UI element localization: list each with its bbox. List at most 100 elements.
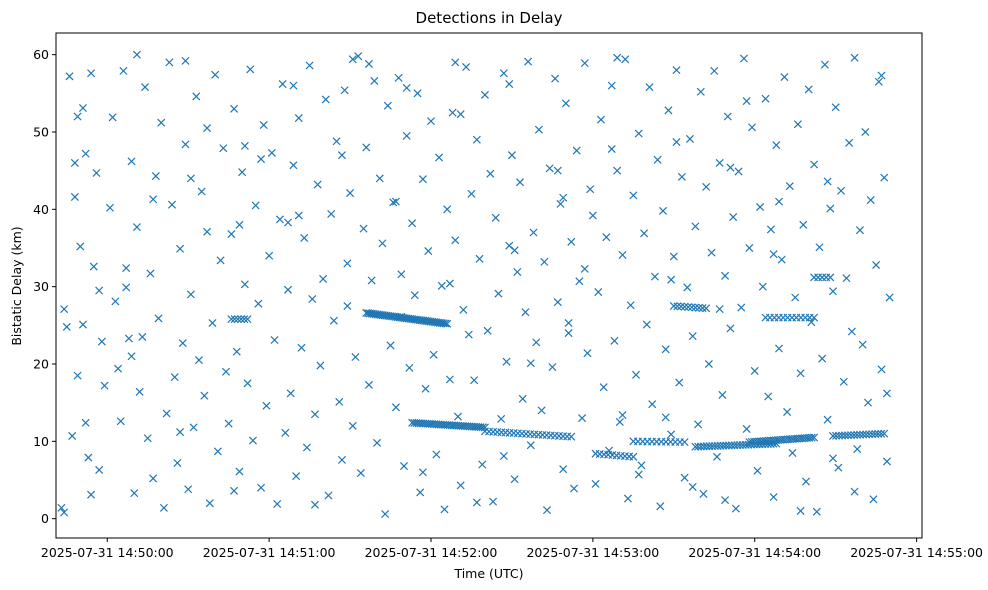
data-point: [534, 125, 543, 134]
data-point: [351, 353, 360, 362]
data-point: [356, 469, 365, 478]
data-point: [259, 121, 268, 130]
x-tick-label: 2025-07-31 14:55:00: [850, 545, 983, 560]
data-point: [769, 492, 778, 502]
data-point: [60, 305, 69, 314]
data-point: [235, 220, 244, 229]
data-point: [475, 254, 484, 263]
data-point: [451, 236, 460, 245]
data-point: [480, 90, 489, 99]
data-point: [607, 81, 616, 90]
data-point: [602, 233, 611, 242]
data-point: [796, 369, 805, 378]
data-point: [826, 204, 835, 213]
data-point: [855, 226, 864, 235]
data-point: [116, 417, 125, 426]
y-tick-label: 30: [33, 279, 49, 294]
data-point: [629, 452, 638, 461]
data-point: [801, 477, 811, 486]
data-point: [108, 113, 117, 122]
data-point: [378, 239, 387, 248]
data-point: [178, 339, 187, 348]
data-point: [586, 185, 595, 194]
data-point: [634, 129, 643, 138]
data-point: [237, 315, 246, 324]
data-point: [739, 54, 748, 63]
data-point: [556, 199, 565, 208]
data-point: [658, 206, 668, 215]
data-point: [810, 273, 819, 282]
data-point: [348, 55, 357, 64]
data-point: [710, 66, 719, 75]
data-point: [443, 319, 452, 328]
data-point: [308, 295, 317, 304]
data-point: [774, 344, 784, 353]
data-point: [418, 468, 427, 477]
data-point: [464, 330, 473, 339]
y-axis-ticks: 0 10 20 30 40 50 60: [33, 47, 56, 526]
data-point: [588, 211, 597, 220]
data-point: [567, 237, 576, 246]
data-point: [856, 430, 865, 439]
data-point: [865, 430, 874, 439]
data-point: [537, 406, 546, 415]
data-point: [159, 503, 168, 512]
data-point: [122, 264, 131, 273]
data-point: [675, 378, 684, 387]
data-point: [621, 55, 630, 64]
data-point: [87, 490, 96, 499]
data-point: [847, 327, 856, 336]
data-point: [656, 502, 665, 511]
x-tick-label: 2025-07-31 14:53:00: [526, 545, 659, 560]
data-point: [233, 315, 242, 324]
x-tick-label: 2025-07-31 14:52:00: [365, 545, 498, 560]
data-point: [399, 462, 409, 471]
data-point: [742, 424, 751, 433]
data-point: [305, 61, 314, 70]
data-point: [623, 494, 632, 503]
data-point: [340, 86, 349, 95]
data-point: [715, 158, 724, 167]
y-tick-label: 0: [41, 511, 49, 526]
data-point: [151, 172, 160, 181]
data-point: [862, 430, 871, 439]
data-point: [224, 419, 233, 428]
data-point: [828, 454, 837, 463]
data-point: [205, 499, 214, 508]
data-point: [745, 243, 754, 253]
data-point: [181, 56, 190, 65]
data-point: [548, 363, 557, 372]
data-point: [575, 277, 584, 286]
data-point: [162, 409, 171, 418]
data-point: [583, 349, 592, 358]
data-point: [810, 433, 819, 442]
data-point: [173, 458, 182, 468]
data-point: [796, 506, 805, 515]
data-point: [292, 472, 301, 481]
data-point: [877, 365, 886, 374]
data-point: [841, 431, 850, 440]
data-point: [186, 290, 195, 299]
data-point: [95, 465, 104, 474]
data-point: [124, 334, 133, 343]
data-point: [780, 73, 789, 82]
data-point: [286, 389, 295, 398]
data-point: [270, 335, 279, 345]
data-point: [418, 175, 427, 184]
data-point: [456, 481, 465, 490]
data-point: [667, 275, 676, 284]
data-point: [472, 135, 481, 144]
data-point: [866, 196, 875, 205]
data-point: [750, 366, 759, 375]
data-point: [505, 80, 514, 89]
data-point: [283, 218, 293, 227]
data-point: [698, 304, 707, 313]
data-point: [707, 248, 716, 257]
data-point: [853, 430, 862, 439]
data-point: [257, 483, 266, 492]
data-point: [370, 76, 379, 85]
data-point: [542, 506, 552, 515]
data-point: [572, 146, 581, 155]
data-point: [149, 195, 158, 204]
